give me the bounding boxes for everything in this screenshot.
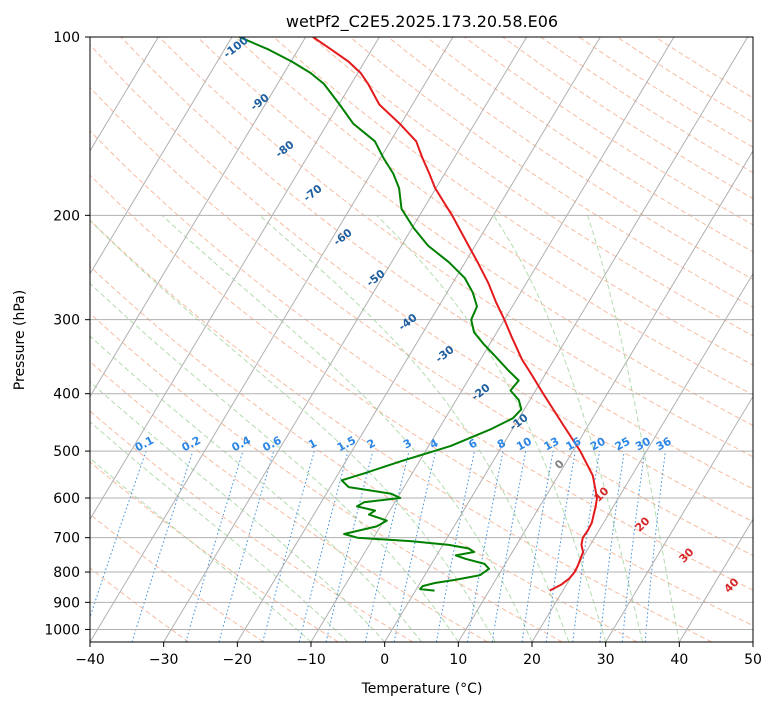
- x-tick-label: 20: [523, 652, 541, 668]
- dewpoint-profile: [239, 37, 521, 591]
- isotherm-label: -90: [248, 91, 272, 114]
- x-tick-label: 40: [670, 652, 688, 668]
- y-axis-title: Pressure (hPa): [12, 290, 28, 390]
- isotherm-label: -100: [221, 33, 251, 60]
- x-tick-label: −40: [75, 652, 105, 668]
- mixing-ratio-line: [394, 451, 436, 642]
- x-tick-label: 30: [597, 652, 615, 668]
- isotherm-label: -20: [469, 381, 493, 404]
- moist-adiabat-line: [85, 215, 495, 642]
- y-tick-label: 900: [53, 595, 80, 611]
- mixing-ratio-label: 1: [306, 436, 319, 451]
- mixing-ratio-line: [522, 451, 553, 642]
- x-axis-title: Temperature (°C): [361, 681, 483, 697]
- dry-adiabat-line: [0, 35, 562, 642]
- moist-adiabat-line: [588, 215, 680, 642]
- y-axis: 100 200 300 400 500 600 700 800 900 1000: [44, 30, 90, 638]
- y-tick-label: 500: [53, 444, 80, 460]
- mixing-ratio-line: [365, 451, 409, 642]
- reference-lines: [0, 35, 775, 642]
- isotherm-line: [237, 37, 600, 642]
- isotherm-label: -80: [273, 138, 297, 161]
- y-tick-label: 200: [53, 208, 80, 224]
- y-tick-label: 1000: [44, 622, 80, 638]
- y-tick-label: 700: [53, 531, 80, 547]
- isotherm-label: -60: [331, 226, 355, 249]
- x-tick-label: 10: [449, 652, 467, 668]
- mixing-ratio-label: 20: [588, 435, 608, 454]
- mixing-ratio-label: 10: [514, 435, 534, 454]
- dry-adiabat-label: 40: [722, 575, 742, 595]
- isotherm-label: -40: [396, 311, 420, 334]
- isotherm-line: [0, 37, 11, 642]
- isotherm-label: -70: [301, 182, 325, 205]
- mixing-ratio-line: [468, 451, 504, 642]
- isotherm-label: -10: [507, 411, 531, 434]
- y-tick-label: 800: [53, 565, 80, 581]
- y-tick-label: 300: [53, 313, 80, 329]
- x-tick-label: −10: [296, 652, 326, 668]
- moist-adiabat-line: [0, 215, 348, 642]
- dry-adiabat-line: [386, 35, 775, 642]
- dry-adiabat-line: [0, 35, 338, 642]
- dry-adiabat-line: [615, 35, 775, 642]
- isotherm-line: [311, 37, 674, 642]
- mixing-ratio-line: [546, 451, 575, 642]
- isotherm-line: [753, 37, 775, 642]
- isotherm-line: [0, 37, 232, 642]
- mixing-ratio-line: [219, 451, 274, 642]
- dry-adiabat-line: [0, 35, 413, 642]
- y-tick-label: 100: [53, 30, 80, 46]
- temperature-profile: [313, 37, 597, 591]
- y-tick-label: 600: [53, 491, 80, 507]
- dry-adiabat-line: [5, 35, 775, 642]
- mixing-ratio-line: [600, 451, 624, 642]
- mixing-ratio-line: [132, 451, 193, 642]
- x-tick-label: −30: [149, 652, 179, 668]
- moist-adiabat-line: [23, 215, 459, 642]
- x-axis: −40 −30 −20 −10 0 10 20 30 40 50: [75, 642, 762, 668]
- dry-adiabat-line: [539, 35, 775, 642]
- isotherm-label: -30: [433, 343, 457, 366]
- dry-adiabat-line: [0, 35, 189, 642]
- mixing-ratio-line: [186, 451, 243, 642]
- chart-title: wetPf2_C2E5.2025.173.20.58.E06: [286, 12, 558, 32]
- mixing-ratio-label: 25: [613, 435, 633, 454]
- isotherm-line: [0, 37, 306, 642]
- dry-adiabat-line: [462, 35, 775, 642]
- x-tick-label: 50: [744, 652, 762, 668]
- y-tick-label: 400: [53, 387, 80, 403]
- mixing-ratio-line: [622, 451, 644, 642]
- dry-adiabat-line: [82, 35, 775, 642]
- mixing-ratio-label: 6: [466, 436, 479, 451]
- dry-adiabat-line: [0, 35, 264, 642]
- isotherm-line: [385, 37, 748, 642]
- mixing-ratio-line: [573, 451, 600, 642]
- dry-adiabat-line: [424, 35, 775, 642]
- x-tick-label: 0: [380, 652, 389, 668]
- isotherm-line: [16, 37, 379, 642]
- mixing-ratio-label: 3: [401, 436, 414, 451]
- dry-adiabat-label: 30: [677, 545, 697, 565]
- isotherm-label: -50: [364, 267, 388, 290]
- isotherm-line: [458, 37, 775, 642]
- mixing-ratio-line: [263, 451, 315, 642]
- dry-adiabat-line: [0, 35, 488, 642]
- x-tick-label: −20: [223, 652, 253, 668]
- mixing-ratio-label: 30: [633, 435, 653, 454]
- dry-adiabat-line: [348, 35, 775, 642]
- moist-adiabat-line: [0, 215, 311, 642]
- dry-adiabat-line: [43, 35, 775, 642]
- mixing-ratio-label: 13: [542, 435, 562, 454]
